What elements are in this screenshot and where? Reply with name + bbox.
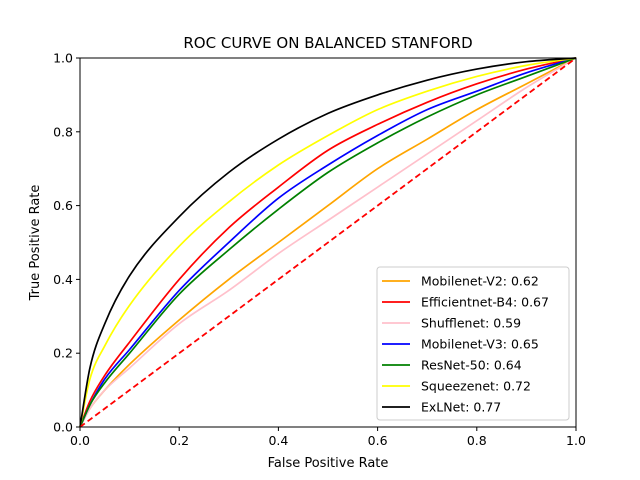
legend: Mobilenet-V2: 0.62 Efficientnet-B4: 0.67 S… [376, 266, 570, 421]
y-tick-label: 0.6 [53, 198, 73, 213]
x-tick-label: 0.8 [467, 433, 487, 448]
x-axis-label: False Positive Rate [268, 456, 389, 471]
legend-box [376, 266, 570, 421]
x-tick-label: 1.0 [566, 433, 586, 448]
legend-entry: Shufflenet: 0.59 [421, 316, 521, 331]
legend-entry: Mobilenet-V2: 0.62 [421, 274, 539, 289]
roc-curve-line [79, 57, 577, 428]
legend-entry: ExLNet: 0.77 [421, 400, 501, 415]
legend-entry: Mobilenet-V3: 0.65 [421, 337, 539, 352]
legend-entry: ResNet-50: 0.64 [421, 358, 522, 373]
y-tick-label: 0.4 [53, 272, 73, 287]
y-tick-label: 1.0 [53, 51, 73, 66]
y-axis-label: True Positive Rate [28, 185, 43, 302]
x-axis-ticks: 0.0 0.2 0.4 0.6 0.8 1.0 [70, 427, 586, 448]
legend-entry: Efficientnet-B4: 0.67 [421, 295, 549, 310]
roc-curve-line [79, 57, 577, 428]
chart-title: ROC CURVE ON BALANCED STANFORD [183, 34, 472, 52]
roc-curve-line [79, 57, 577, 428]
roc-curve-line [79, 57, 577, 428]
y-tick-label: 0.8 [53, 124, 73, 139]
x-tick-label: 0.0 [70, 433, 90, 448]
roc-curve-line [79, 57, 577, 428]
roc-curves [79, 57, 577, 428]
random-classifier-line [79, 57, 577, 428]
x-tick-label: 0.2 [169, 433, 189, 448]
x-tick-label: 0.6 [368, 433, 388, 448]
x-tick-label: 0.4 [268, 433, 288, 448]
plot-frame [79, 57, 577, 428]
y-tick-label: 0.2 [53, 346, 73, 361]
roc-curve-line [79, 57, 577, 428]
y-tick-label: 0.0 [53, 420, 73, 435]
legend-entry: Squeezenet: 0.72 [421, 379, 531, 394]
y-axis-ticks: 0.0 0.2 0.4 0.6 0.8 1.0 [53, 51, 80, 435]
